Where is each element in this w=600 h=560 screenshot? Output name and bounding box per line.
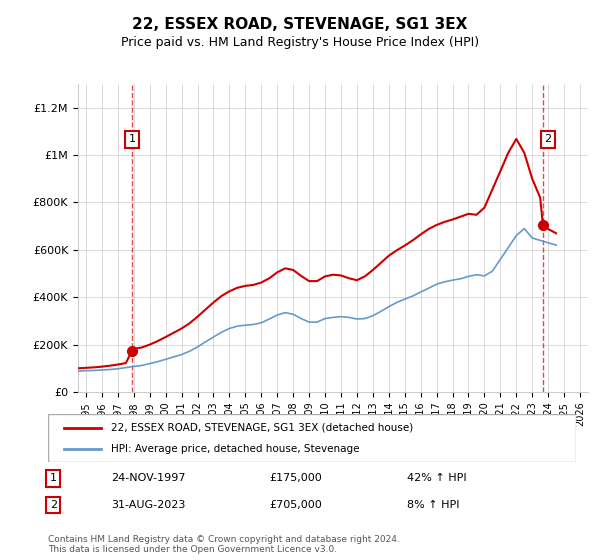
Text: £175,000: £175,000 <box>270 473 323 483</box>
Text: 31-AUG-2023: 31-AUG-2023 <box>112 500 186 510</box>
Text: HPI: Average price, detached house, Stevenage: HPI: Average price, detached house, Stev… <box>112 444 360 454</box>
Text: 22, ESSEX ROAD, STEVENAGE, SG1 3EX: 22, ESSEX ROAD, STEVENAGE, SG1 3EX <box>133 17 467 32</box>
Text: Contains HM Land Registry data © Crown copyright and database right 2024.
This d: Contains HM Land Registry data © Crown c… <box>48 535 400 554</box>
Text: 42% ↑ HPI: 42% ↑ HPI <box>407 473 467 483</box>
Text: 1: 1 <box>128 134 136 144</box>
Text: 1: 1 <box>50 473 57 483</box>
Text: 8% ↑ HPI: 8% ↑ HPI <box>407 500 460 510</box>
Text: 24-NOV-1997: 24-NOV-1997 <box>112 473 186 483</box>
FancyBboxPatch shape <box>48 414 576 462</box>
Text: 2: 2 <box>544 134 551 144</box>
Text: Price paid vs. HM Land Registry's House Price Index (HPI): Price paid vs. HM Land Registry's House … <box>121 36 479 49</box>
Text: 22, ESSEX ROAD, STEVENAGE, SG1 3EX (detached house): 22, ESSEX ROAD, STEVENAGE, SG1 3EX (deta… <box>112 423 413 433</box>
Text: 2: 2 <box>50 500 57 510</box>
Text: £705,000: £705,000 <box>270 500 323 510</box>
